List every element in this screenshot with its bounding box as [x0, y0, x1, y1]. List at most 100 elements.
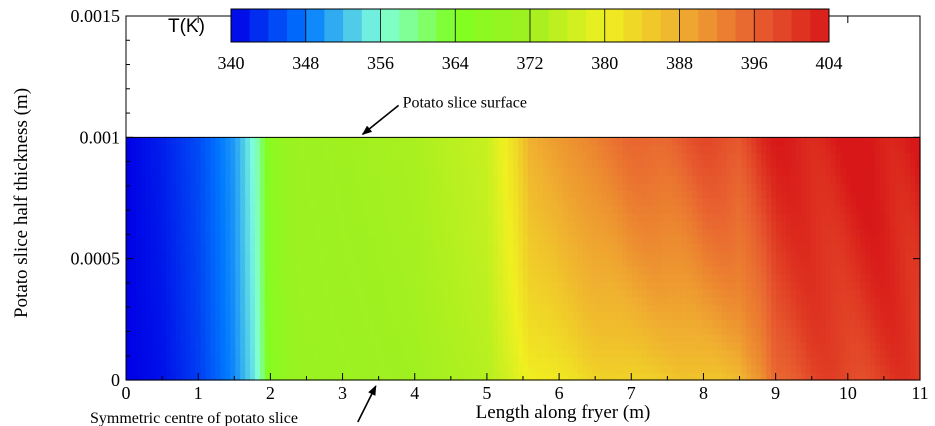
heat-cell [706, 198, 713, 207]
heat-cell [413, 326, 420, 336]
heat-cell [726, 266, 733, 275]
heat-cell [250, 167, 256, 176]
heat-cell [577, 266, 584, 275]
heat-cell [205, 160, 211, 169]
heat-cell [537, 273, 544, 283]
heat-cell [255, 342, 261, 351]
heat-cell [493, 342, 499, 351]
heat-cell [344, 167, 350, 176]
heat-cell [344, 281, 350, 290]
heat-cell [195, 364, 202, 374]
heat-cell [145, 357, 152, 366]
heat-cell [895, 273, 901, 283]
heat-cell [155, 281, 162, 290]
heat-cell [597, 198, 603, 207]
heat-cell [195, 235, 202, 245]
heat-cell [205, 228, 211, 237]
heat-cell [915, 258, 921, 267]
heat-cell [746, 349, 752, 358]
heat-cell [701, 220, 708, 229]
heat-cell [860, 304, 867, 313]
heat-cell [274, 167, 281, 176]
heat-cell [369, 334, 375, 343]
heat-cell [259, 311, 266, 320]
heat-cell [398, 160, 405, 169]
heat-cell [359, 182, 365, 192]
heat-cell [334, 266, 340, 275]
heat-cell [284, 326, 291, 336]
heat-cell [652, 190, 658, 199]
heat-cell [170, 190, 177, 199]
heat-cell [250, 296, 256, 305]
heat-cell [721, 175, 728, 184]
heat-cell [786, 326, 792, 336]
heat-cell [761, 304, 767, 313]
heat-cell [592, 273, 599, 283]
heat-cell [840, 220, 847, 229]
heat-cell [329, 364, 336, 374]
heat-cell [751, 364, 757, 374]
heat-cell [294, 220, 301, 229]
heat-cell [513, 198, 519, 207]
heat-cell [433, 220, 440, 229]
heat-cell [309, 319, 316, 328]
heat-cell [612, 167, 618, 176]
heat-cell [408, 266, 415, 275]
heat-cell [870, 198, 876, 207]
heat-cell [205, 334, 211, 343]
heat-cell [706, 243, 713, 252]
heat-cell [805, 152, 812, 161]
heat-cell [617, 144, 623, 154]
heat-cell [771, 213, 777, 222]
heat-cell [835, 334, 842, 343]
heat-cell [374, 182, 380, 192]
heat-cell [453, 198, 460, 207]
heat-cell [716, 251, 723, 260]
heat-cell [428, 296, 435, 305]
heat-cell [458, 296, 465, 305]
heat-cell [448, 258, 455, 267]
heat-cell [418, 243, 425, 252]
heat-cell [264, 160, 271, 169]
heat-cell [696, 198, 703, 207]
heat-cell [269, 175, 276, 184]
heat-cell [329, 281, 336, 290]
heat-cell [820, 311, 827, 320]
heat-cell [200, 364, 206, 374]
heat-cell [666, 190, 673, 199]
heat-cell [895, 213, 901, 222]
heat-cell [438, 144, 445, 154]
heat-cell [334, 235, 340, 245]
heat-cell [766, 281, 772, 290]
heat-cell [557, 266, 564, 275]
heat-cell [656, 144, 663, 154]
heat-cell [746, 152, 752, 161]
heat-cell [438, 326, 445, 336]
heat-cell [329, 198, 336, 207]
heat-cell [349, 190, 355, 199]
heat-cell [428, 289, 435, 298]
heat-cell [567, 160, 574, 169]
heat-cell [493, 167, 499, 176]
heat-cell [289, 266, 296, 275]
heat-cell [309, 289, 316, 298]
heat-cell [428, 304, 435, 313]
heat-cell [379, 334, 385, 343]
heat-cell [274, 205, 281, 214]
heat-cell [691, 243, 698, 252]
heat-cell [786, 160, 792, 169]
heat-cell [423, 311, 430, 320]
heat-cell [403, 326, 410, 336]
heat-cell [597, 182, 603, 192]
heat-cell [820, 251, 827, 260]
heat-cell [289, 311, 296, 320]
heat-cell [145, 152, 152, 161]
heat-cell [423, 175, 430, 184]
heat-cell [433, 326, 440, 336]
heat-cell [532, 243, 539, 252]
heat-cell [150, 137, 157, 146]
heat-cell [513, 182, 519, 192]
heat-cell [165, 182, 172, 192]
heat-cell [225, 144, 231, 154]
heat-cell [319, 372, 326, 381]
